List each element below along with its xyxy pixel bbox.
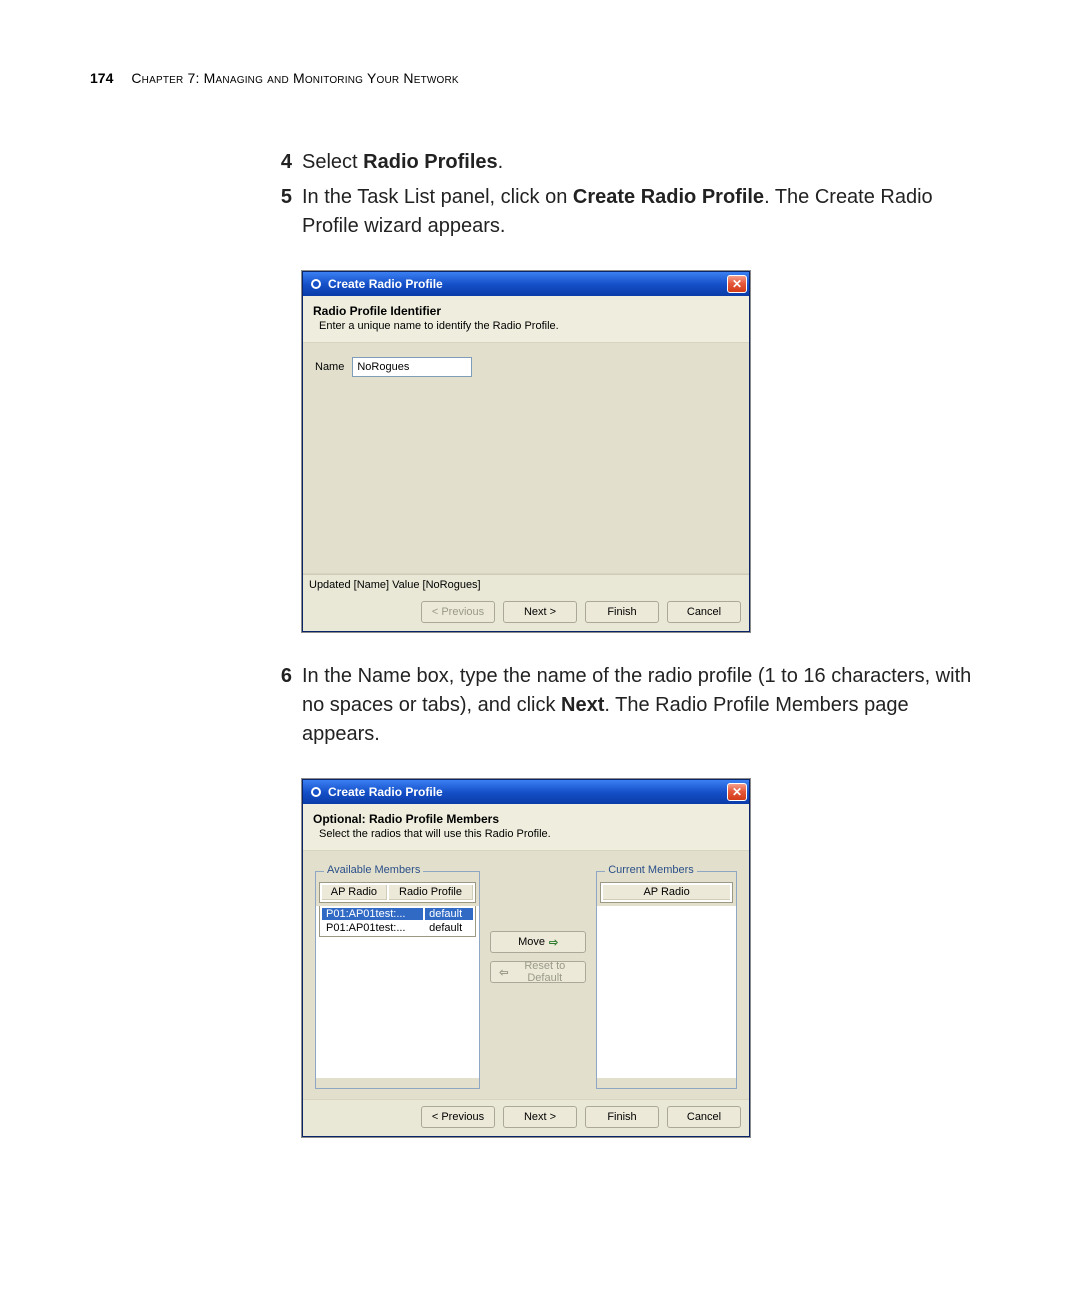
step-5: 5 In the Task List panel, click on Creat… bbox=[270, 183, 990, 241]
text: Select bbox=[302, 151, 363, 173]
dialog-subheading: Select the radios that will use this Rad… bbox=[303, 828, 749, 850]
step-6: 6 In the Name box, type the name of the … bbox=[270, 662, 990, 749]
step-4: 4 Select Radio Profiles. bbox=[270, 148, 990, 177]
bold-text: Next bbox=[561, 694, 604, 716]
screenshot-dialog-1: Create Radio Profile ✕ Radio Profile Ide… bbox=[302, 271, 990, 632]
close-button[interactable]: ✕ bbox=[727, 275, 747, 293]
name-row: Name bbox=[315, 357, 737, 377]
text: In the Task List panel, click on bbox=[302, 186, 573, 208]
step-number: 6 bbox=[270, 662, 292, 749]
members-area: Available Members AP Radio Radio Profile bbox=[315, 865, 737, 1089]
close-icon: ✕ bbox=[732, 278, 742, 290]
step-number: 5 bbox=[270, 183, 292, 241]
step-number: 4 bbox=[270, 148, 292, 177]
arrow-left-icon: ⇦ bbox=[499, 966, 508, 979]
table-header-row: AP Radio bbox=[603, 885, 730, 900]
finish-button[interactable]: Finish bbox=[585, 601, 659, 623]
page-number: 174 bbox=[90, 70, 113, 86]
bold-text: Radio Profiles bbox=[363, 151, 497, 173]
previous-button[interactable]: < Previous bbox=[421, 1106, 495, 1128]
screenshot-dialog-2: Create Radio Profile ✕ Optional: Radio P… bbox=[302, 779, 990, 1137]
table-row[interactable]: P01:AP01test:...default bbox=[322, 908, 473, 920]
cancel-button[interactable]: Cancel bbox=[667, 601, 741, 623]
next-button[interactable]: Next > bbox=[503, 601, 577, 623]
current-members-group: Current Members AP Radio bbox=[596, 871, 737, 1089]
create-radio-profile-dialog-1: Create Radio Profile ✕ Radio Profile Ide… bbox=[302, 271, 750, 632]
cell-radio: P01:AP01test:... bbox=[322, 908, 423, 920]
app-icon bbox=[309, 277, 323, 291]
available-members-group: Available Members AP Radio Radio Profile bbox=[315, 871, 480, 1089]
cell-profile: default bbox=[425, 922, 473, 934]
bold-text: Create Radio Profile bbox=[573, 186, 764, 208]
close-button[interactable]: ✕ bbox=[727, 783, 747, 801]
table-row[interactable]: P01:AP01test:...default bbox=[322, 922, 473, 934]
name-input[interactable] bbox=[352, 357, 472, 377]
table-header-row: AP Radio Radio Profile bbox=[322, 885, 473, 900]
dialog-subheading: Enter a unique name to identify the Radi… bbox=[303, 320, 749, 342]
dialog-content: Name bbox=[303, 342, 749, 574]
dialog-heading: Radio Profile Identifier bbox=[303, 296, 749, 320]
arrow-right-icon: ⇨ bbox=[549, 936, 558, 949]
cancel-button[interactable]: Cancel bbox=[667, 1106, 741, 1128]
available-members-table[interactable]: AP Radio Radio Profile bbox=[319, 882, 476, 903]
app-icon bbox=[309, 785, 323, 799]
step-body: Select Radio Profiles. bbox=[302, 148, 990, 177]
cell-profile: default bbox=[425, 908, 473, 920]
close-icon: ✕ bbox=[732, 786, 742, 798]
col-radio-profile: Radio Profile bbox=[389, 885, 473, 900]
dialog-content: Available Members AP Radio Radio Profile bbox=[303, 850, 749, 1100]
previous-button: < Previous bbox=[421, 601, 495, 623]
step-body: In the Task List panel, click on Create … bbox=[302, 183, 990, 241]
reset-button: ⇦ Reset to Default bbox=[490, 961, 586, 983]
current-members-legend: Current Members bbox=[605, 864, 697, 876]
titlebar-title: Create Radio Profile bbox=[328, 277, 727, 291]
titlebar: Create Radio Profile ✕ bbox=[303, 272, 749, 296]
finish-button[interactable]: Finish bbox=[585, 1106, 659, 1128]
current-members-table[interactable]: AP Radio bbox=[600, 882, 733, 903]
transfer-buttons: Move ⇨ ⇦ Reset to Default bbox=[490, 871, 586, 983]
step-body: In the Name box, type the name of the ra… bbox=[302, 662, 990, 749]
titlebar: Create Radio Profile ✕ bbox=[303, 780, 749, 804]
move-button[interactable]: Move ⇨ bbox=[490, 931, 586, 953]
available-members-legend: Available Members bbox=[324, 864, 423, 876]
reset-label: Reset to Default bbox=[512, 960, 577, 984]
running-header: 174 Chapter 7: Managing and Monitoring Y… bbox=[90, 70, 990, 86]
dialog-body: Optional: Radio Profile Members Select t… bbox=[303, 804, 749, 1136]
status-line: Updated [Name] Value [NoRogues] bbox=[303, 574, 749, 595]
button-row: < Previous Next > Finish Cancel bbox=[303, 1100, 749, 1136]
col-ap-radio: AP Radio bbox=[603, 885, 730, 900]
button-row: < Previous Next > Finish Cancel bbox=[303, 595, 749, 631]
chapter-title: Chapter 7: Managing and Monitoring Your … bbox=[131, 70, 458, 86]
col-ap-radio: AP Radio bbox=[322, 885, 387, 900]
titlebar-title: Create Radio Profile bbox=[328, 785, 727, 799]
text: . bbox=[498, 151, 504, 173]
name-label: Name bbox=[315, 361, 344, 373]
dialog-heading: Optional: Radio Profile Members bbox=[303, 804, 749, 828]
next-button[interactable]: Next > bbox=[503, 1106, 577, 1128]
cell-radio: P01:AP01test:... bbox=[322, 922, 423, 934]
dialog-body: Radio Profile Identifier Enter a unique … bbox=[303, 296, 749, 631]
create-radio-profile-dialog-2: Create Radio Profile ✕ Optional: Radio P… bbox=[302, 779, 750, 1137]
move-label: Move bbox=[518, 936, 545, 948]
